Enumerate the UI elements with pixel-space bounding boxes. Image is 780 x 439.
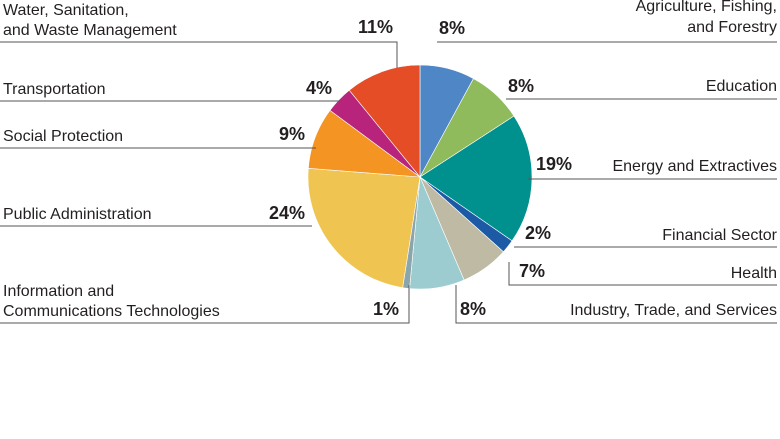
leader-line-health xyxy=(508,262,777,286)
slice-value-label-energy-and-extractives: 19% xyxy=(536,154,572,174)
slice-label-water-sanitation-and-waste-management: Water, Sanitation, xyxy=(3,2,129,19)
slice-label-social-protection: Social Protection xyxy=(3,128,123,145)
slice-value-label-financial-sector: 2% xyxy=(525,223,551,243)
leader-line-information-and-communications-technologies xyxy=(0,285,410,324)
slice-value-label-transportation: 4% xyxy=(306,78,332,98)
slice-label-water-sanitation-and-waste-management: and Waste Management xyxy=(3,22,177,39)
slice-label-agriculture-fishing-and-forestry: Agriculture, Fishing, xyxy=(636,0,777,15)
leader-line-industry-trade-and-services xyxy=(455,285,777,324)
slice-value-label-public-administration: 24% xyxy=(269,203,305,223)
slice-label-health: Health xyxy=(731,265,777,282)
slice-label-agriculture-fishing-and-forestry: and Forestry xyxy=(687,19,777,36)
leader-lines-layer xyxy=(0,41,777,324)
slice-value-label-social-protection: 9% xyxy=(279,124,305,144)
leader-line-water-sanitation-and-waste-management xyxy=(0,41,398,68)
pie-slice-water-sanitation-and-waste-management xyxy=(348,64,421,178)
slice-label-financial-sector: Financial Sector xyxy=(662,227,777,244)
pie-slice-public-administration xyxy=(307,167,421,288)
slice-label-information-and-communications-technologies: Communications Technologies xyxy=(3,303,220,320)
labels-layer: Agriculture, Fishing, and Forestry 8% Educa… xyxy=(3,0,778,320)
slice-value-label-water-sanitation-and-waste-management: 11% xyxy=(358,17,393,37)
slice-label-information-and-communications-technologies: Information and xyxy=(3,283,114,300)
slice-value-label-information-and-communications-technologies: 1% xyxy=(373,299,399,319)
slice-value-label-industry-trade-and-services: 8% xyxy=(460,299,486,319)
slices-layer xyxy=(307,64,533,290)
slice-label-energy-and-extractives: Energy and Extractives xyxy=(612,158,777,175)
slice-label-public-administration: Public Administration xyxy=(3,206,152,223)
slice-label-education: Education xyxy=(706,78,777,95)
slice-label-industry-trade-and-services: Industry, Trade, and Services xyxy=(570,302,777,319)
slice-label-transportation: Transportation xyxy=(3,81,106,98)
slice-value-label-education: 8% xyxy=(508,76,534,96)
slice-value-label-agriculture-fishing-and-forestry: 8% xyxy=(439,18,465,38)
slice-value-label-health: 7% xyxy=(519,261,545,281)
